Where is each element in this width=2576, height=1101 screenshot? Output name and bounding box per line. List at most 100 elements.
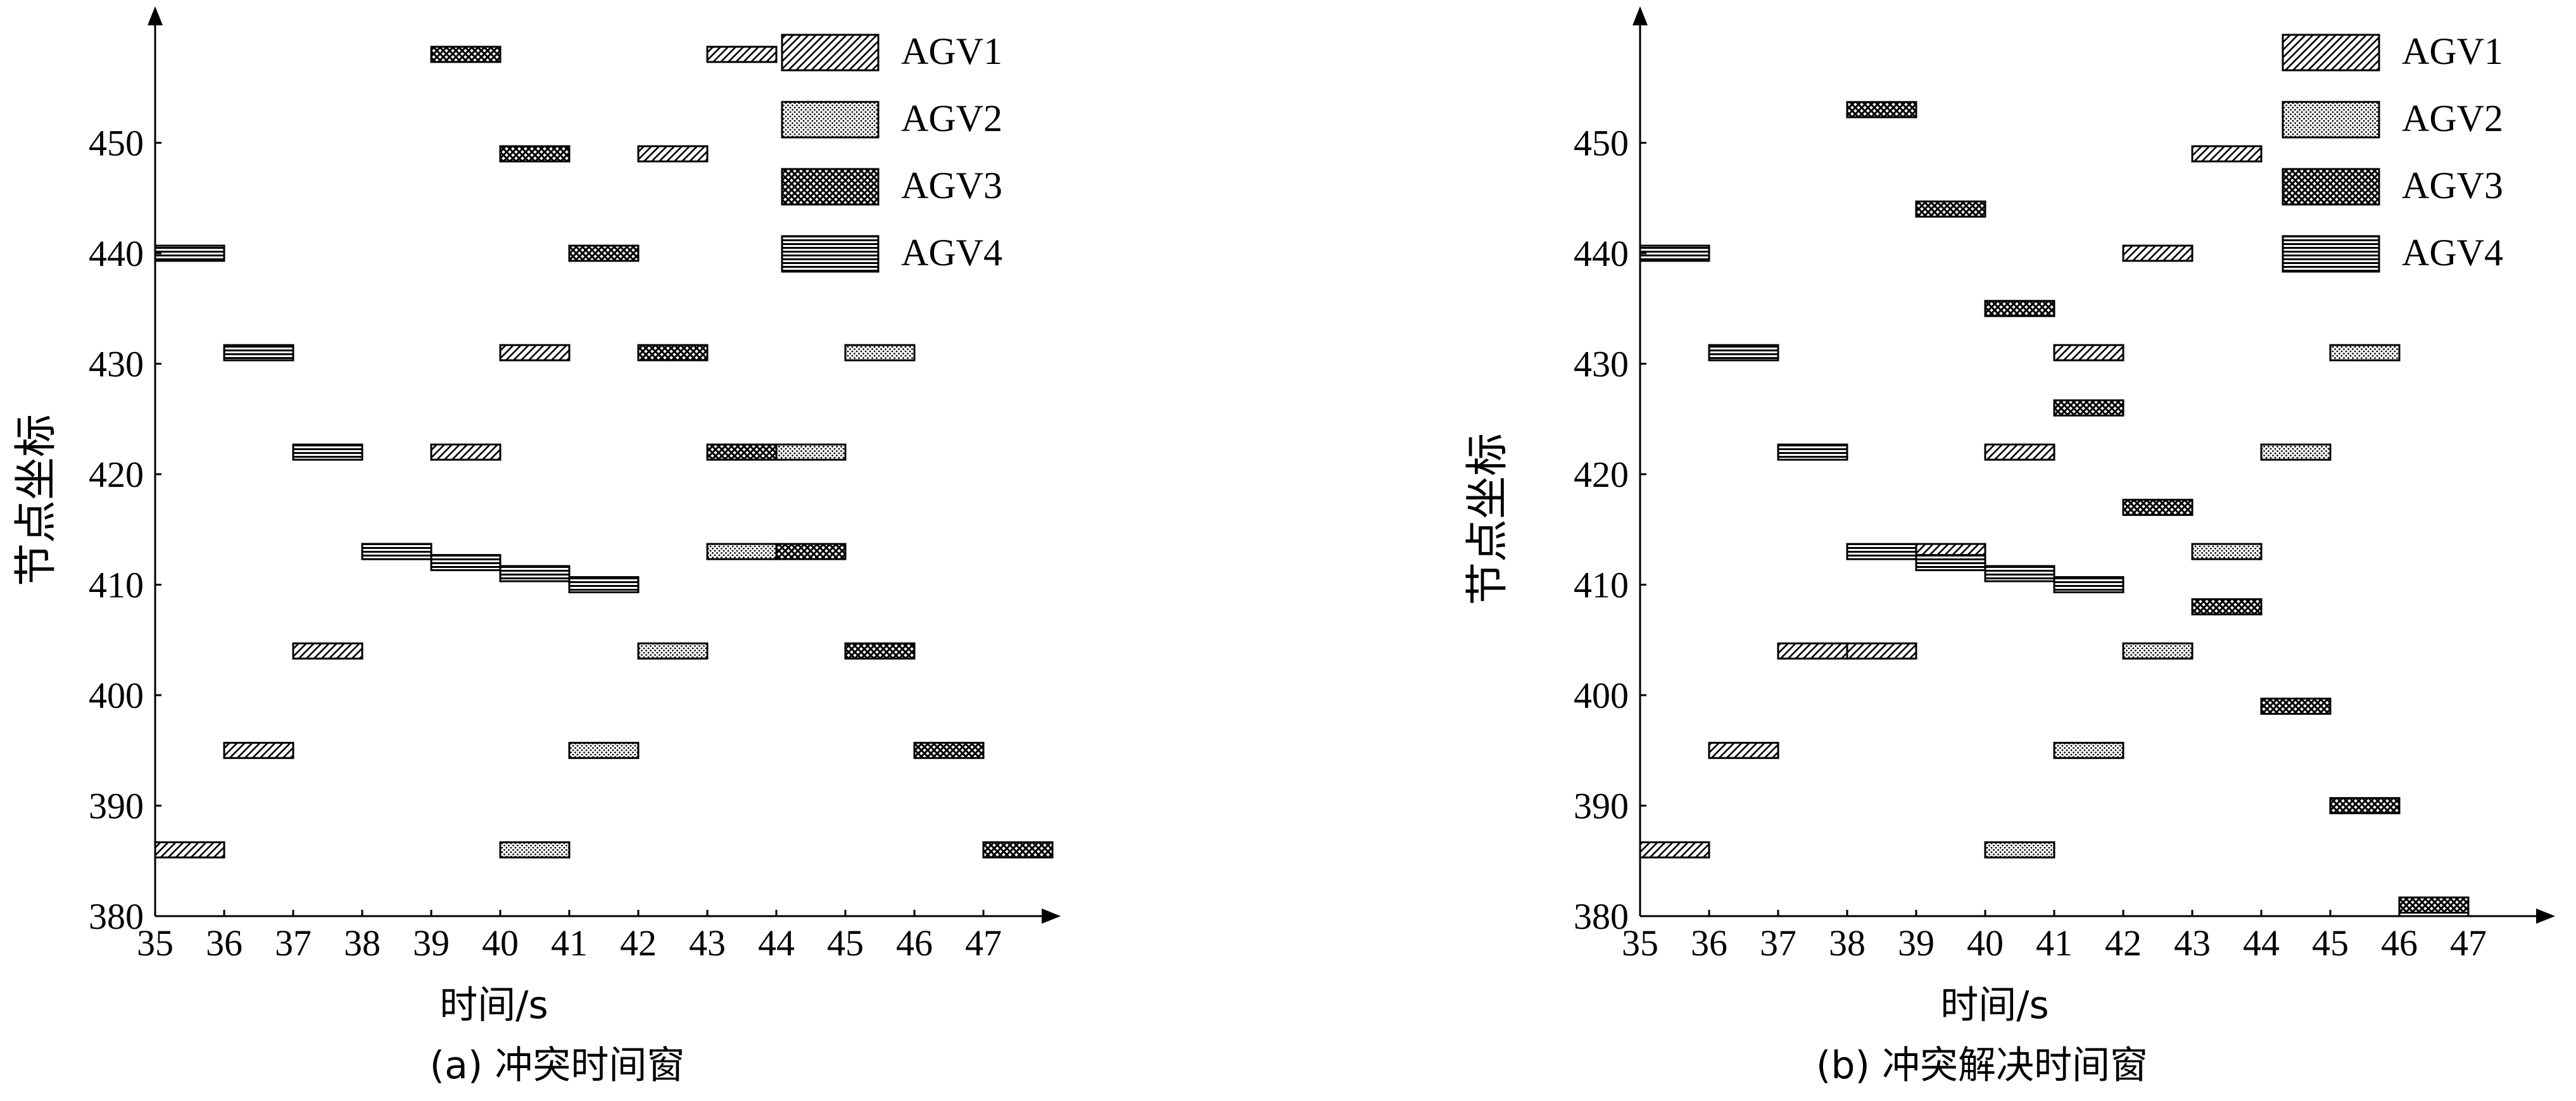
bar-agv3 [1984, 299, 2055, 317]
x-tick-label: 44 [2243, 922, 2280, 964]
bar-agv2 [2122, 642, 2194, 660]
bar-agv1 [637, 145, 709, 163]
bar-agv2 [568, 741, 640, 759]
bar-agv1 [430, 443, 502, 461]
y-tick-label: 410 [89, 565, 144, 606]
x-tick-label: 38 [344, 922, 381, 964]
legend-label: AGV3 [901, 165, 1002, 206]
y-tick-label: 420 [1574, 454, 1629, 495]
bar-agv4 [1984, 565, 2055, 582]
legend-swatch-agv1 [781, 34, 880, 72]
x-tick-label: 43 [689, 922, 726, 964]
panel-caption: (a) 冲突时间窗 [430, 1043, 685, 1088]
bar-agv4 [1915, 554, 1986, 572]
x-tick-label: 35 [137, 922, 174, 964]
legend: AGV1 AGV2 AGV3 AGV4 [2282, 30, 2503, 274]
bar-agv3 [2053, 399, 2125, 417]
panel-b: 35 36 37 38 39 40 41 42 43 44 45 46 47 380 390 400 410 42… [1463, 6, 2555, 1088]
bar-agv3 [2191, 598, 2263, 615]
bar-agv4 [1639, 244, 1710, 262]
bar-agv4 [1846, 543, 1917, 560]
legend-label: AGV4 [2402, 232, 2503, 274]
bar-agv1 [223, 741, 294, 759]
bar-agv4 [361, 543, 432, 560]
panel-a: 35 36 37 38 39 40 41 42 43 44 45 46 47 380 390 400 410 42… [11, 6, 1061, 1088]
bar-agv1 [1708, 741, 1779, 759]
bar-agv3 [2329, 797, 2401, 814]
legend-swatch-agv2 [2282, 101, 2380, 139]
y-tick-label: 380 [1574, 896, 1629, 937]
bar-agv3 [568, 244, 640, 262]
bars-layer [154, 46, 1054, 859]
bar-agv4 [430, 554, 502, 572]
x-tick-label: 39 [1898, 922, 1935, 964]
panel-caption: (b) 冲突解决时间窗 [1816, 1043, 2148, 1088]
bar-agv3 [913, 741, 985, 759]
bar-agv1 [499, 344, 571, 362]
bar-agv3 [2122, 498, 2194, 516]
bar-agv1 [1777, 642, 1848, 660]
bars-layer [1639, 101, 2470, 914]
y-tick-label: 410 [1574, 565, 1629, 606]
x-tick-label: 42 [620, 922, 657, 964]
x-tick-label: 46 [2381, 922, 2418, 964]
x-tick-label: 46 [896, 922, 933, 964]
legend-label: AGV4 [901, 232, 1002, 274]
y-tick-label: 400 [89, 675, 144, 716]
x-tick-label: 40 [482, 922, 519, 964]
x-axis-arrow [2536, 909, 2555, 924]
bar-agv4 [292, 443, 363, 461]
y-axis-label: 节点坐标 [11, 414, 61, 586]
bar-agv3 [1915, 200, 1986, 218]
bar-agv2 [499, 841, 571, 859]
bar-agv4 [2053, 576, 2125, 593]
y-tick-label: 390 [89, 786, 144, 827]
y-tick-label: 420 [89, 454, 144, 495]
x-tick-label: 37 [1760, 922, 1796, 964]
legend-label: AGV1 [901, 30, 1002, 72]
bar-agv4 [154, 244, 225, 262]
x-tick-label: 35 [1622, 922, 1658, 964]
bar-agv2 [775, 443, 847, 461]
legend-swatch-agv4 [2282, 235, 2380, 273]
bar-agv3 [1846, 101, 1917, 118]
legend-label: AGV2 [901, 98, 1002, 139]
y-tick-label: 430 [1574, 344, 1629, 385]
bar-agv2 [844, 344, 916, 362]
legend-label: AGV2 [2402, 98, 2503, 139]
x-tick-label: 42 [2105, 922, 2142, 964]
x-tick-label: 36 [1691, 922, 1727, 964]
bar-agv2 [2053, 741, 2125, 759]
x-tick-label: 38 [1829, 922, 1866, 964]
bar-agv3 [982, 841, 1054, 859]
x-tick-label: 37 [275, 922, 312, 964]
x-tick-label: 41 [551, 922, 588, 964]
y-tick-label: 380 [89, 896, 144, 937]
y-tick-label: 450 [89, 123, 144, 164]
bar-agv1 [706, 46, 778, 63]
x-tick-label: 47 [2450, 922, 2487, 964]
y-tick-label: 390 [1574, 786, 1629, 827]
bar-agv2 [1984, 841, 2055, 859]
y-tick-label: 400 [1574, 675, 1629, 716]
bar-agv1 [1984, 443, 2055, 461]
legend-label: AGV3 [2402, 165, 2503, 206]
x-tick-label: 36 [206, 922, 243, 964]
bar-agv4 [223, 344, 294, 362]
x-tick-label: 45 [827, 922, 864, 964]
y-tick-label: 450 [1574, 123, 1629, 164]
bar-agv4 [1777, 443, 1848, 461]
bar-agv3 [2260, 697, 2332, 715]
bar-agv3 [499, 145, 571, 163]
y-tick-label: 430 [89, 344, 144, 385]
ticks-layer: 35 36 37 38 39 40 41 42 43 44 45 46 47 380 390 400 410 42… [89, 6, 1061, 964]
ticks-layer: 35 36 37 38 39 40 41 42 43 44 45 46 47 380 390 400 410 42… [1574, 6, 2555, 964]
legend-swatch-agv3 [2282, 168, 2380, 206]
bar-agv2 [706, 543, 778, 560]
x-tick-label: 41 [2036, 922, 2073, 964]
bar-agv1 [2122, 244, 2194, 262]
y-tick-label: 440 [89, 233, 144, 274]
x-axis-label: 时间/s [439, 983, 548, 1028]
